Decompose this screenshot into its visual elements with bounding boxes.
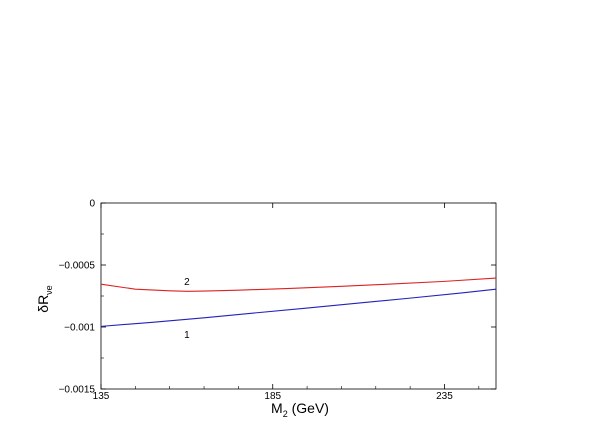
series-line-2 <box>100 277 497 292</box>
x-tick-label: 185 <box>264 391 281 402</box>
axis-ticks <box>100 202 496 390</box>
series-label-1: 1 <box>184 330 190 341</box>
series-line-1 <box>100 288 497 327</box>
series-labels: 12 <box>184 277 190 341</box>
y-tick-label: 0 <box>89 199 95 210</box>
y-tick-label: −0.0005 <box>59 261 96 272</box>
x-tick-label: 235 <box>436 391 453 402</box>
series-label-2: 2 <box>184 277 190 288</box>
y-tick-label: −0.0015 <box>59 385 96 396</box>
tick-labels: 135 185 235 0 −0.0005 −0.001 −0.0015 <box>59 199 454 403</box>
series-layer <box>100 277 497 327</box>
x-tick-label: 135 <box>93 391 110 402</box>
y-tick-label: −0.001 <box>64 323 95 334</box>
plot-frame <box>100 202 497 390</box>
x-axis-title: M2 (GeV) <box>271 400 329 419</box>
y-axis-title: δRνe <box>35 285 54 312</box>
